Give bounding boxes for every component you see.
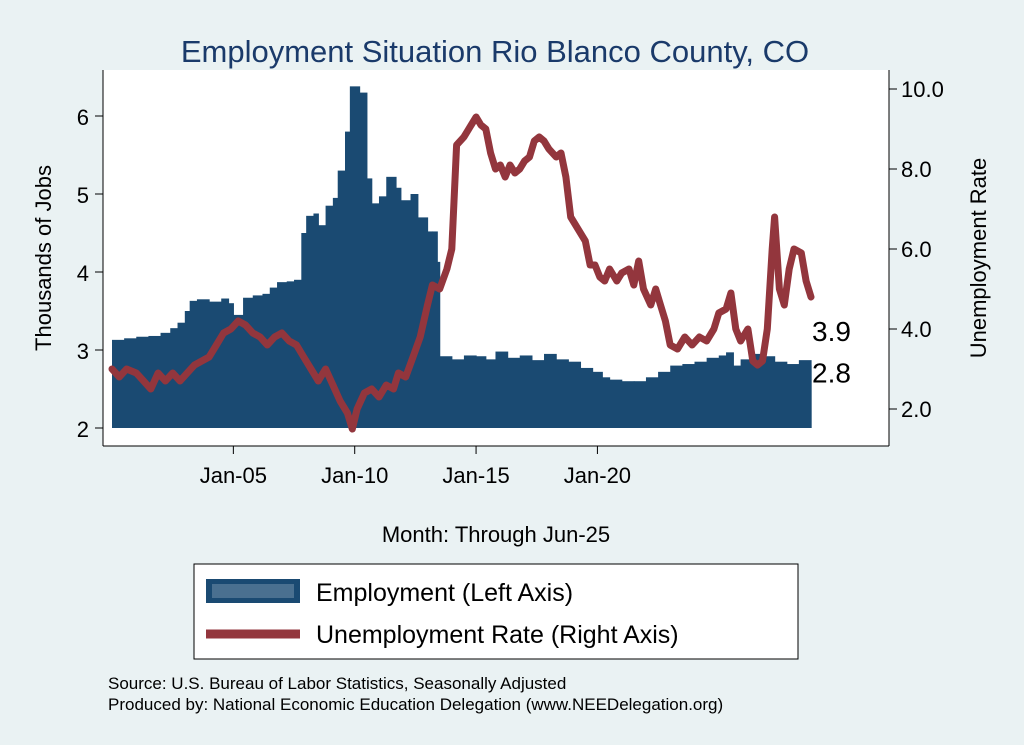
employment-bar [774,361,788,428]
left-axis-ticks: 2 3 4 5 6 [77,105,103,442]
unemployment-line [108,113,815,433]
legend: Employment (Left Axis) Unemployment Rate… [193,563,799,660]
x-tick-label: Jan-05 [200,463,267,488]
legend-label-unemployment: Unemployment Rate (Right Axis) [316,621,679,649]
employment-bar [349,86,361,429]
chart-title: Employment Situation Rio Blanco County, … [181,34,809,69]
right-tick-label: 6.0 [901,237,932,262]
employment-bar [371,203,380,428]
employment-bar [277,282,288,428]
employment-bar [243,297,254,428]
employment-bar [658,371,671,428]
employment-bar [811,365,812,428]
employment-bar [112,339,125,428]
employment-bar [400,200,412,428]
employment-bar [519,355,533,428]
left-tick-label: 6 [77,105,89,130]
employment-bar [386,176,397,428]
employment-bar [378,196,387,428]
employment-bar [592,371,603,428]
right-tick-label: 2.0 [901,397,932,422]
right-tick-label: 8.0 [901,157,932,182]
employment-bar [124,338,137,428]
employment-bar [718,355,727,428]
employment-bar [485,359,497,428]
employment-bar [337,170,346,428]
employment-bar [301,233,307,428]
right-axis-title: Unemployment Rate [966,158,991,359]
employment-bar [313,213,319,428]
employment-bar [306,215,315,428]
employment-bar [252,295,264,428]
right-tick-label: 10.0 [901,77,944,102]
left-tick-label: 4 [77,261,89,286]
employment-bar [733,365,742,428]
left-tick-label: 2 [77,417,89,442]
right-tick-label: 4.0 [901,317,932,342]
end-label-employment: 2.8 [812,358,851,389]
employment-bar [786,364,800,428]
legend-label-employment: Employment (Left Axis) [316,579,573,607]
employment-bar [463,355,477,428]
employment-bar [568,361,582,428]
employment-bar [726,352,734,428]
employment-bar [345,131,351,428]
employment-bar [580,367,594,428]
employment-bar [706,357,720,428]
employment-bar [432,231,438,428]
employment-bar [762,356,776,428]
employment-bar [476,356,487,428]
end-label-unemployment: 3.9 [812,316,851,347]
employment-bar [556,359,569,428]
employment-bar [633,381,647,428]
employment-bar [682,364,696,428]
employment-bar [621,381,635,428]
employment-bar [609,379,623,428]
employment-bar [262,293,271,428]
employment-bar [451,359,465,428]
employment-bar [209,301,222,428]
employment-bar [495,351,509,428]
employment-bar [366,178,373,428]
source-note: Source: U.S. Bureau of Labor Statistics,… [108,674,566,693]
employment-bar [427,231,433,428]
employment-bar [332,197,339,428]
employment-bar [395,187,402,428]
employment-bar [740,359,751,428]
left-axis-title: Thousands of Jobs [31,165,56,351]
x-tick-label: Jan-10 [321,463,388,488]
left-tick-label: 3 [77,339,89,364]
employment-bar [437,261,441,428]
employment-bar [750,353,764,428]
employment-bar [325,205,334,428]
x-tick-label: Jan-20 [564,463,631,488]
employment-bar [544,353,557,428]
producer-note: Produced by: National Economic Education… [108,695,723,714]
employment-bar [233,314,244,428]
employment-bar [645,377,659,428]
employment-bar [410,194,419,428]
employment-bar [286,281,295,428]
employment-bar [439,356,453,428]
x-axis-title: Month: Through Jun-25 [382,522,610,547]
legend-swatch-employment-inner [212,584,294,598]
employment-bar [228,303,234,428]
employment-bar [359,92,368,428]
left-tick-label: 5 [77,183,89,208]
employment-bar [798,360,812,428]
employment-bar [602,377,611,428]
employment-bar [221,298,230,428]
x-tick-label: Jan-15 [442,463,509,488]
employment-bar [694,361,708,428]
x-axis-ticks: Jan-05 Jan-10 Jan-15 Jan-20 [200,446,631,488]
employment-bar [507,357,521,428]
employment-bar [670,365,683,428]
right-axis-ticks: 2.0 4.0 6.0 8.0 10.0 [889,77,944,422]
employment-bar [318,225,327,428]
employment-bar [269,287,278,428]
employment-bar [531,360,545,428]
